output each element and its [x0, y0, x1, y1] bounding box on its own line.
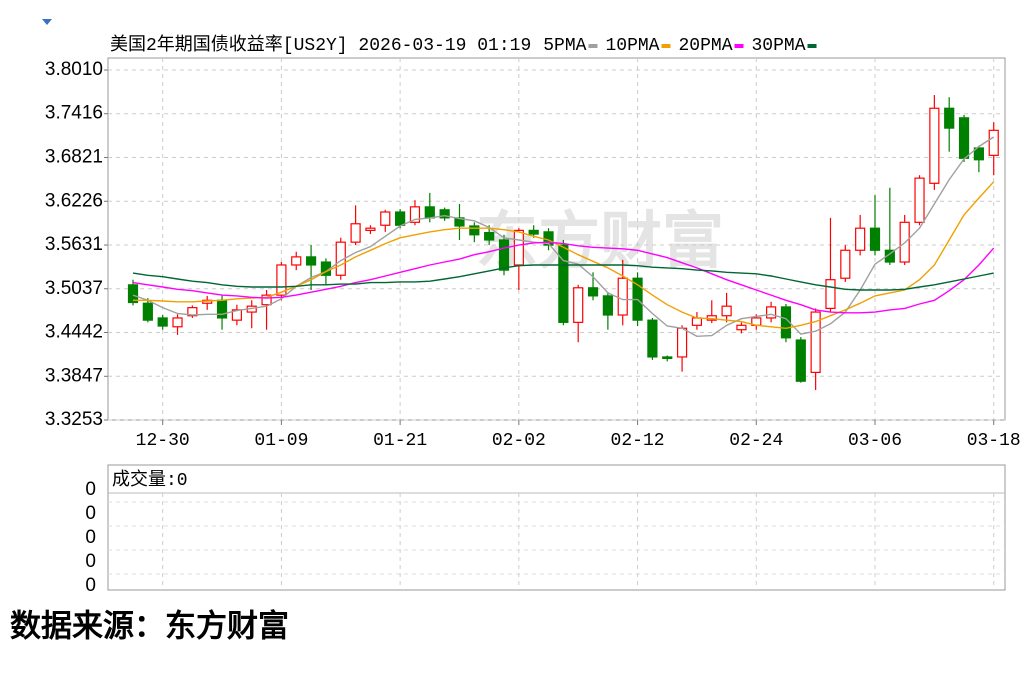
- candle-body: [855, 227, 866, 251]
- source-note: 数据来源：东方财富: [10, 609, 289, 645]
- chart-title: 美国2年期国债收益率[US2Y] 2026-03-19 01:19: [110, 34, 531, 56]
- volume-title: 成交量:0: [112, 469, 188, 491]
- ma-line: [132, 264, 994, 291]
- y-tick-label: 3.7416: [45, 103, 103, 124]
- candle-body: [988, 129, 999, 156]
- candle-body: [676, 327, 688, 358]
- x-tick-label: 02-02: [492, 431, 546, 451]
- volume-tick-label: 0: [85, 551, 96, 572]
- legend-label: 20PMA: [678, 36, 732, 56]
- candle-body: [944, 107, 955, 129]
- candle-body: [691, 317, 703, 326]
- legend-label: 30PMA: [752, 36, 806, 56]
- candle-body: [573, 287, 584, 323]
- candle-body: [261, 294, 272, 306]
- x-tick-label: 02-24: [729, 431, 783, 451]
- candle-body: [424, 206, 435, 219]
- ma-line: [132, 241, 995, 314]
- ma-line: [132, 136, 995, 338]
- volume-tick-label: 0: [85, 503, 96, 524]
- candle-body: [929, 107, 940, 184]
- candle-body: [662, 356, 673, 360]
- candle-body: [216, 299, 228, 319]
- candle-body: [305, 256, 317, 266]
- candle-body: [840, 249, 851, 279]
- y-tick-label: 3.5631: [45, 234, 103, 255]
- ma-line: [133, 181, 995, 330]
- candle-body: [276, 264, 287, 296]
- x-tick-label: 02-12: [611, 431, 665, 451]
- legend-swatch: [661, 44, 671, 48]
- candle-body: [647, 319, 658, 358]
- x-tick-label: 03-18: [967, 431, 1021, 451]
- candle-body: [766, 306, 777, 319]
- candle-body: [469, 225, 480, 236]
- menu-arrow[interactable]: [42, 19, 52, 25]
- candle-body: [231, 309, 242, 321]
- legend-label: 10PMA: [605, 36, 659, 56]
- candle-body: [187, 307, 198, 317]
- candle-body: [484, 232, 495, 241]
- legend-swatch: [807, 44, 817, 48]
- candle-body: [914, 177, 925, 223]
- volume-tick-label: 0: [85, 527, 96, 548]
- y-tick-label: 3.8010: [45, 59, 103, 80]
- candle-body: [602, 295, 613, 316]
- candle-body: [528, 229, 539, 235]
- candle-body: [142, 302, 153, 321]
- legend-label: 5PMA: [543, 36, 586, 56]
- candle-body: [869, 227, 881, 251]
- candle-body: [498, 239, 510, 271]
- candle-body: [617, 277, 628, 316]
- candle-body: [157, 317, 168, 327]
- x-tick-label: 03-06: [848, 431, 902, 451]
- y-tick-label: 3.4442: [45, 322, 103, 343]
- candle-body: [395, 211, 406, 226]
- x-tick-label: 12-30: [136, 431, 190, 451]
- candle-body: [736, 324, 747, 331]
- candle-body: [439, 209, 450, 219]
- candle-body: [365, 227, 376, 231]
- volume-tick-label: 0: [85, 575, 96, 596]
- legend-swatch: [588, 44, 598, 48]
- candle-body: [127, 284, 139, 304]
- y-tick-label: 3.5037: [45, 278, 103, 299]
- candle-body: [825, 279, 836, 309]
- candle-body: [513, 229, 524, 266]
- candle-body: [973, 147, 984, 161]
- volume-frame: [107, 464, 1006, 591]
- y-tick-label: 3.3847: [45, 365, 103, 386]
- candle-body: [587, 287, 599, 297]
- candle-body: [291, 256, 302, 266]
- x-tick-label: 01-09: [254, 431, 308, 451]
- candle-body: [958, 117, 970, 159]
- candle-body: [795, 339, 806, 382]
- candle-body: [558, 244, 569, 323]
- y-tick-label: 3.6226: [45, 190, 103, 211]
- candle-body: [350, 223, 361, 243]
- candle-body: [810, 311, 821, 373]
- candle-body: [409, 206, 421, 223]
- legend-swatch: [734, 44, 744, 48]
- candle-body: [721, 305, 732, 317]
- candle-body: [884, 249, 895, 263]
- y-tick-label: 3.6821: [45, 146, 103, 167]
- candle-body: [380, 211, 391, 226]
- y-tick-label: 3.3253: [45, 409, 103, 430]
- volume-tick-label: 0: [85, 479, 96, 500]
- x-tick-label: 01-21: [373, 431, 427, 451]
- candle-body: [172, 317, 183, 328]
